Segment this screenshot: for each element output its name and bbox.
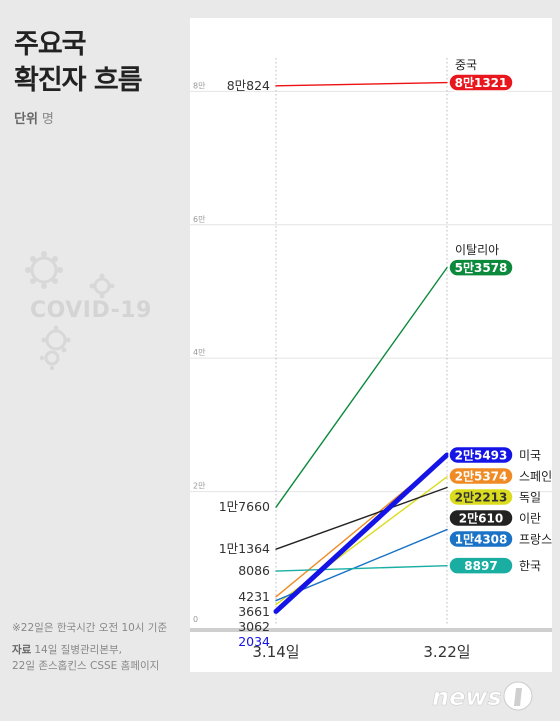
y-tick-label: 8만 (193, 81, 206, 90)
end-value-pill (448, 466, 514, 486)
end-value-label: 1만4308 (455, 531, 508, 546)
series-line (275, 266, 448, 508)
series-line (275, 528, 448, 602)
end-value-label: 2만5493 (455, 447, 508, 462)
logo-text: news (432, 683, 502, 711)
end-value-pill (448, 445, 514, 465)
source-line-2: 22일 존스홉킨스 CSSE 홈페이지 (12, 660, 160, 672)
chart-panel: 0 2만 4만 6만 8만 3.14일 3.22일 8만824 1만7660 1만1364 8086… (190, 18, 552, 672)
x-tick-label: 3.22일 (423, 643, 470, 661)
start-value-label: 1만1364 (219, 541, 270, 556)
start-value-label: 8만824 (227, 78, 270, 93)
covid-watermark-text: COVID-19 (30, 298, 152, 323)
start-value-label: 1만7660 (219, 499, 270, 514)
series-line (275, 486, 448, 550)
unit-value: 명 (41, 112, 54, 127)
series-line (275, 81, 448, 87)
y-tick-label: 2만 (193, 482, 206, 491)
start-value-label: 4231 (238, 589, 270, 604)
end-value-label: 2만2213 (455, 489, 508, 504)
page-title-line2: 확진자 흐름 (14, 65, 143, 96)
end-value-label: 2만5374 (455, 468, 508, 483)
x-axis-bar (190, 628, 552, 632)
end-value-pill (448, 258, 514, 277)
series-name-label: 독일 (519, 490, 541, 504)
start-value-label: 8086 (238, 563, 270, 578)
series-name-label: 스페인 (519, 469, 552, 483)
y-tick-label: 0 (193, 615, 198, 624)
virus-illustration-icon (25, 251, 115, 371)
series-name-label: 중국 (455, 58, 477, 72)
x-tick-label: 3.14일 (252, 643, 299, 661)
end-value-pill (448, 487, 514, 507)
end-value-pill (448, 556, 514, 575)
end-value-pill (448, 508, 514, 528)
y-tick-label: 4만 (193, 348, 206, 357)
news1-logo: news (432, 681, 533, 711)
start-value-label: 2034 (238, 634, 270, 649)
source-label: 자료 (12, 644, 32, 656)
unit-caption: 단위 명 (14, 108, 54, 127)
line-chart: 0 2만 4만 6만 8만 3.14일 3.22일 8만824 1만7660 1만1364 8086… (190, 58, 552, 661)
page-title-line1: 주요국 (14, 29, 87, 60)
source-note: 자료 14일 질병관리본부, 22일 존스홉킨스 CSSE 홈페이지 (12, 642, 159, 674)
unit-label: 단위 (14, 112, 38, 127)
series-name-label: 미국 (519, 448, 541, 462)
source-line-1: 14일 질병관리본부, (34, 644, 122, 656)
series-name-label: 한국 (519, 559, 541, 573)
footnote: ※22일은 한국시간 오전 10시 기준 (12, 622, 168, 634)
series-name-label: 프랑스 (519, 532, 552, 546)
y-tick-label: 6만 (193, 215, 206, 224)
end-value-label: 8만1321 (455, 75, 508, 90)
series-name-label: 이란 (519, 511, 541, 525)
series-line (273, 452, 450, 614)
series-name-label: 이탈리아 (455, 243, 499, 257)
start-value-label: 3661 (238, 604, 270, 619)
end-value-label: 8897 (464, 559, 497, 573)
end-value-pill (448, 73, 514, 92)
series-line (275, 564, 448, 572)
end-value-label: 5만3578 (455, 260, 508, 275)
start-value-label: 3062 (238, 619, 270, 634)
end-value-label: 2만610 (459, 510, 503, 525)
end-value-pill (448, 529, 514, 549)
